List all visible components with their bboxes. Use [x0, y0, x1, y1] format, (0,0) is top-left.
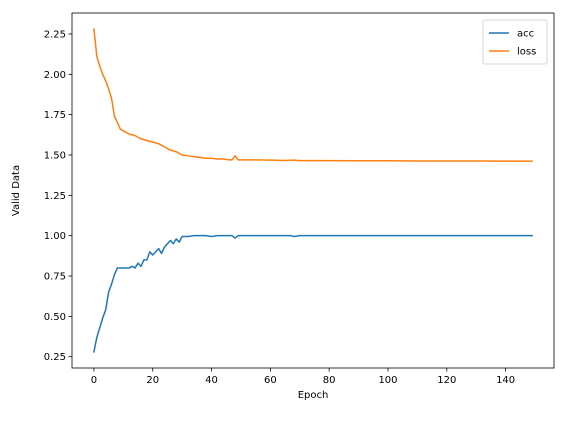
x-tick-label: 100 — [378, 375, 397, 386]
x-tick-label: 20 — [146, 375, 159, 386]
x-axis-label: Epoch — [298, 390, 329, 401]
y-axis-label: Valid Data — [11, 165, 22, 216]
y-tick-label: 2.00 — [44, 70, 66, 81]
y-tick-label: 1.25 — [44, 191, 66, 202]
x-tick-label: 60 — [264, 375, 277, 386]
y-tick-label: 0.75 — [44, 272, 66, 283]
y-tick-label: 0.25 — [44, 352, 66, 363]
series-layer — [93, 28, 533, 353]
legend-label-loss: loss — [517, 47, 536, 58]
y-tick-label: 0.50 — [44, 312, 66, 323]
plot-frame — [71, 12, 555, 369]
y-axis: 0.25 0.50 0.75 1.00 1.25 1.50 1.75 2.00 2.25 — [44, 29, 72, 363]
y-tick-label: 2.25 — [44, 29, 66, 40]
x-tick-label: 80 — [323, 375, 336, 386]
legend-label-acc: acc — [517, 29, 534, 40]
y-tick-label: 1.00 — [44, 231, 66, 242]
x-tick-label: 40 — [205, 375, 218, 386]
x-axis: 0 20 40 60 80 100 120 140 — [91, 368, 515, 386]
series-line-loss — [93, 28, 533, 162]
y-tick-label: 1.50 — [44, 151, 66, 162]
legend: acc loss — [482, 19, 548, 65]
x-tick-label: 140 — [496, 375, 515, 386]
x-tick-label: 120 — [437, 375, 456, 386]
y-tick-label: 1.75 — [44, 110, 66, 121]
x-tick-label: 0 — [91, 375, 97, 386]
series-line-acc — [93, 234, 533, 353]
legend-box — [482, 19, 548, 65]
